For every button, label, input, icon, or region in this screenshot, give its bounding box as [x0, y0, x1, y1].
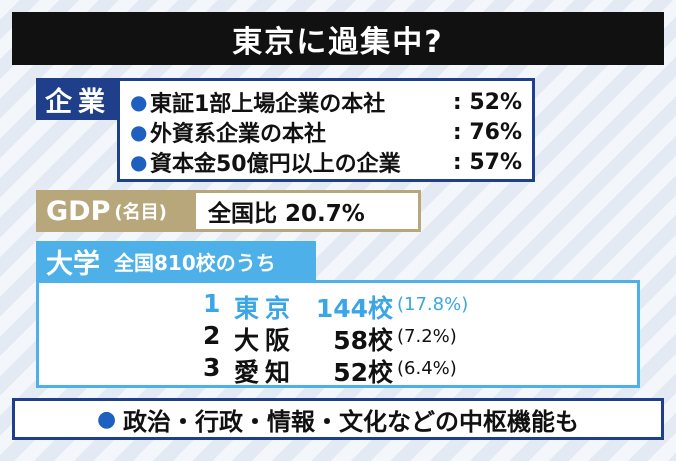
percent: (7.2%)	[397, 326, 457, 347]
daigaku-tag: 大学 全国810校のうち	[36, 241, 316, 281]
percent: (6.4%)	[397, 358, 457, 379]
gdp-box: 全国比 20.7%	[193, 190, 421, 232]
city: 大阪	[234, 326, 297, 355]
count: 144校	[315, 294, 393, 323]
daigaku-tag-label: 大学	[46, 248, 100, 280]
footer-text: 政治・行政・情報・文化などの中枢機能も	[123, 407, 579, 436]
kigyo-tag: 企業	[36, 78, 120, 120]
footer-banner: ● 政治・行政・情報・文化などの中枢機能も	[12, 398, 664, 440]
bullet-icon: ●	[130, 120, 148, 144]
gdp-value: 全国比 20.7%	[208, 201, 365, 227]
city: 東京	[234, 294, 297, 323]
kigyo-tag-label: 企業	[45, 86, 111, 118]
kigyo-row-label: 東証1部上場企業の本社	[150, 92, 386, 117]
title-bar: 東京に過集中?	[12, 12, 664, 65]
daigaku-tag-sub: 全国810校のうち	[114, 250, 276, 275]
gdp-tag: GDP (名目)	[36, 190, 196, 232]
city: 愛知	[234, 358, 297, 387]
kigyo-row-value: : 52%	[452, 89, 522, 115]
rank: 3	[203, 353, 221, 382]
count: 52校	[333, 358, 393, 387]
percent: (17.8%)	[397, 294, 469, 315]
gdp-tag-sub: (名目)	[114, 202, 167, 223]
bullet-icon: ●	[130, 90, 148, 114]
kigyo-row-label: 資本金50億円以上の企業	[150, 152, 401, 177]
daigaku-row-3: 3 愛知 52校 (6.4%)	[39, 353, 637, 387]
bullet-icon: ●	[97, 406, 117, 432]
list-item: ● 資本金50億円以上の企業 : 57%	[130, 147, 522, 178]
gdp-tag-label: GDP	[46, 195, 111, 227]
kigyo-row-value: : 76%	[452, 119, 522, 145]
page-title: 東京に過集中?	[232, 24, 444, 60]
kigyo-row-label: 外資系企業の本社	[150, 122, 327, 147]
bullet-icon: ●	[130, 150, 148, 174]
list-item: ● 東証1部上場企業の本社 : 52%	[130, 87, 522, 118]
daigaku-row-1: 1 東京 144校 (17.8%)	[39, 289, 637, 323]
rank: 2	[203, 321, 221, 350]
list-item: ● 外資系企業の本社 : 76%	[130, 117, 522, 148]
daigaku-row-2: 2 大阪 58校 (7.2%)	[39, 321, 637, 355]
kigyo-row-value: : 57%	[452, 149, 522, 175]
kigyo-box: ● 東証1部上場企業の本社 : 52% ● 外資系企業の本社 : 76% ● 資…	[117, 78, 535, 182]
daigaku-box: 1 東京 144校 (17.8%) 2 大阪 58校 (7.2%) 3 愛知 5…	[36, 280, 640, 388]
rank: 1	[203, 289, 221, 318]
count: 58校	[333, 326, 393, 355]
